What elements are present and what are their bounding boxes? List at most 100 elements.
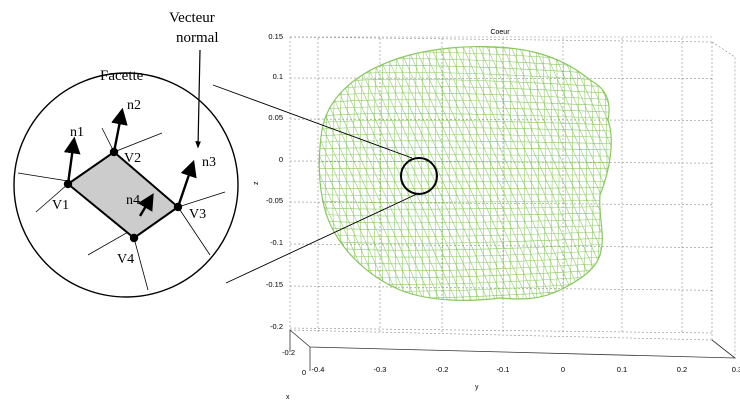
- y-tick-label: 0.3: [732, 365, 740, 374]
- mesh-line: [483, 46, 605, 301]
- y-tick-label: 0.2: [677, 365, 687, 374]
- z-tick-labels: 0.15 0.1 0.05 0 -0.05 -0.1 -0.15 -0.2: [266, 32, 283, 331]
- mesh-line: [319, 237, 612, 244]
- x-axis-label: x: [286, 394, 290, 401]
- mesh-line: [427, 46, 549, 301]
- y-tick-label: -0.4: [312, 365, 325, 374]
- z-axis-label: z: [253, 181, 260, 185]
- mesh-line: [652, 40, 740, 310]
- facette-label: Facette: [100, 68, 144, 84]
- zoom-connector-top: [212, 84, 413, 159]
- z-gridline: [289, 285, 713, 291]
- mesh-line: [319, 256, 612, 265]
- mesh-line: [636, 40, 740, 310]
- normal-label-n1: n1: [70, 125, 84, 140]
- mesh-line: [319, 99, 612, 107]
- mesh-line: [628, 40, 740, 310]
- mesh-line: [539, 46, 612, 301]
- mesh-line: [347, 46, 469, 301]
- mesh-line: [563, 46, 612, 301]
- z-tick-label: -0.05: [266, 196, 283, 205]
- mesh-line: [403, 46, 525, 301]
- vertex-v1: [63, 179, 73, 189]
- y-tick-label: -0.3: [374, 365, 387, 374]
- mesh-line: [475, 46, 597, 301]
- mesh-line: [319, 161, 612, 163]
- mesh-line: [395, 46, 517, 301]
- y-tick-label: 0: [561, 365, 565, 374]
- normal-arrow-n1: [63, 136, 81, 185]
- mesh-line: [379, 46, 501, 301]
- mesh-line: [612, 40, 732, 310]
- mesh-line: [363, 46, 485, 301]
- mesh-line: [319, 180, 612, 183]
- facette-diagram: V1 V2 V3 V4 n1 n2 n3 n4: [17, 98, 226, 291]
- mesh-line: [411, 46, 533, 301]
- mesh-line: [319, 300, 612, 301]
- mesh-line: [644, 40, 740, 310]
- mesh-line: [319, 51, 612, 63]
- mesh-line: [668, 40, 740, 310]
- mesh-line: [319, 187, 612, 189]
- mesh-line: [531, 46, 612, 301]
- mesh-line: [523, 46, 612, 301]
- x-tick-labels: -0.2 0: [282, 348, 306, 377]
- vertex-label-v1: V1: [52, 198, 69, 213]
- mesh-line: [443, 46, 565, 301]
- mesh-line: [692, 40, 740, 310]
- y-tick-label: -0.1: [497, 365, 510, 374]
- plot-title: Coeur: [490, 29, 510, 36]
- mesh-line: [700, 40, 740, 310]
- mesh-line: [319, 46, 413, 301]
- mesh-line: [319, 120, 612, 126]
- y-tick-label: -0.2: [436, 365, 449, 374]
- normal-arrow-n3: [176, 159, 197, 208]
- mesh-line: [319, 154, 612, 157]
- mesh-line: [319, 46, 405, 301]
- mesh-line: [319, 147, 612, 151]
- mesh-line: [319, 92, 612, 101]
- normal-label-n4: n4: [126, 193, 140, 208]
- z-tick-label: 0.1: [273, 72, 283, 81]
- z-tick-label: -0.2: [270, 322, 283, 331]
- mesh-line: [319, 212, 612, 217]
- x-tick-label: -0.2: [282, 348, 295, 357]
- normal-vector-label-line1: Vecteur: [169, 10, 215, 26]
- mesh-line: [319, 199, 612, 203]
- mesh-line: [319, 287, 612, 299]
- vertex-label-v2: V2: [124, 151, 141, 166]
- zoom-connector-bottom: [225, 192, 420, 284]
- y-tick-label: 0.1: [617, 365, 627, 374]
- z-gridline: [289, 243, 713, 248]
- mesh-line: [435, 46, 557, 301]
- normal-pointer-arrow: [195, 49, 201, 149]
- mesh-line: [331, 46, 453, 301]
- normal-label-n3: n3: [202, 155, 216, 170]
- mesh-line: [459, 46, 581, 301]
- y-axis-label: y: [475, 384, 479, 391]
- mesh-line: [660, 40, 740, 310]
- mesh-line: [371, 46, 493, 301]
- z-tick-label: -0.15: [266, 280, 283, 289]
- mesh-line: [319, 167, 612, 170]
- mesh-line: [676, 40, 740, 310]
- mesh-line: [451, 46, 573, 301]
- mesh-line: [312, 40, 318, 310]
- mesh-line: [319, 218, 612, 224]
- mesh-line: [319, 46, 397, 301]
- mesh-line: [319, 46, 389, 301]
- vertex-v3: [173, 202, 183, 212]
- normal-arrow-n2: [111, 107, 128, 153]
- mesh-line: [467, 46, 589, 301]
- mesh-line: [319, 106, 612, 113]
- mesh-line: [355, 46, 477, 301]
- mesh-line: [571, 46, 612, 301]
- vertex-v4: [129, 233, 139, 243]
- mesh-line: [319, 268, 612, 278]
- mesh-line: [339, 46, 461, 301]
- mesh-line: [608, 46, 612, 301]
- mesh-line: [319, 133, 612, 138]
- mesh-line: [555, 46, 612, 301]
- mesh-line: [491, 46, 612, 301]
